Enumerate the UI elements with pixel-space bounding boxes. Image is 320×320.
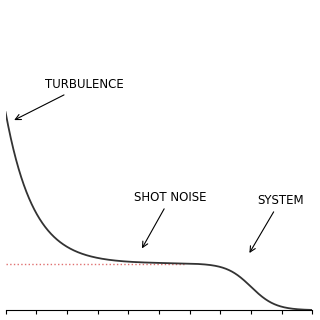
Text: SHOT NOISE: SHOT NOISE bbox=[134, 191, 207, 247]
Text: TURBULENCE: TURBULENCE bbox=[15, 78, 124, 120]
Text: SYSTEM: SYSTEM bbox=[250, 194, 304, 252]
